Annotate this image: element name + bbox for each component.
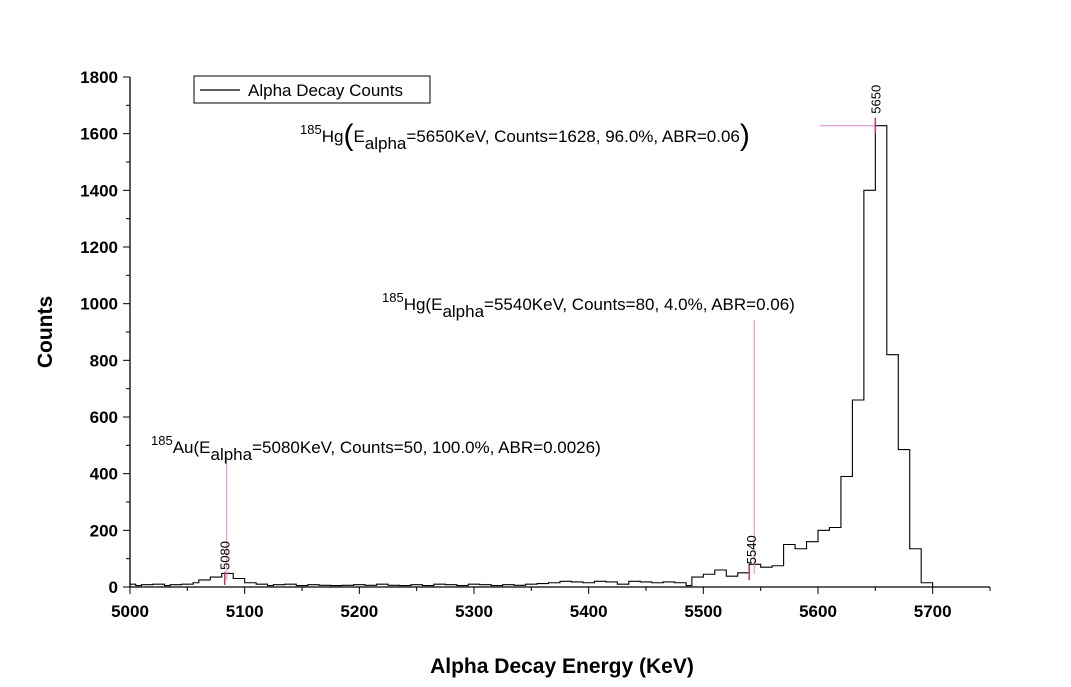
y-tick-label: 1000: [80, 295, 118, 314]
y-tick-label: 800: [90, 351, 118, 370]
legend: Alpha Decay Counts: [193, 75, 431, 104]
y-tick-label: 1200: [80, 238, 118, 257]
series-line: [130, 125, 939, 588]
legend-label: Alpha Decay Counts: [248, 81, 403, 100]
label-part: Au(E: [173, 438, 211, 457]
subscript: alpha: [211, 445, 253, 464]
y-tick-label: 200: [90, 521, 118, 540]
annotation-label: 185Hg(Ealpha=5540KeV, Counts=80, 4.0%, A…: [382, 290, 795, 321]
y-tick-label: 0: [109, 578, 118, 597]
big-paren: (: [343, 119, 353, 152]
peak-marker-label: 5080: [218, 541, 233, 570]
y-tick-label: 1600: [80, 125, 118, 144]
label-part: =5650KeV, Counts=1628, 96.0%, ABR=0.06: [406, 127, 740, 146]
y-tick-label: 1800: [80, 68, 118, 87]
axes: 5000 5100 5200 5300 5400 5500 5600 5700 0 200 400 6…: [80, 68, 991, 621]
mass-number: 185: [151, 433, 173, 448]
label-part: E: [353, 127, 364, 146]
y-tick-label: 400: [90, 465, 118, 484]
y-tick-label: 600: [90, 408, 118, 427]
x-tick-label: 5500: [684, 602, 722, 621]
big-paren: ): [740, 119, 750, 152]
y-tick-label: 1400: [80, 181, 118, 200]
label-part: =5540KeV, Counts=80, 4.0%, ABR=0.06): [484, 295, 795, 314]
mass-number: 185: [300, 122, 322, 137]
x-tick-label: 5600: [799, 602, 837, 621]
x-tick-label: 5300: [455, 602, 493, 621]
x-tick-label: 5200: [340, 602, 378, 621]
subscript: alpha: [442, 302, 484, 321]
label-part: Hg(E: [404, 295, 443, 314]
annotation-label: 185Hg(Ealpha=5650KeV, Counts=1628, 96.0%…: [300, 119, 750, 153]
x-tick-label: 5100: [226, 602, 264, 621]
x-tick-label: 5000: [111, 602, 149, 621]
peak-marker-label: 5650: [868, 85, 883, 114]
subscript: alpha: [365, 134, 407, 153]
annotation-label: 185Au(Ealpha=5080KeV, Counts=50, 100.0%,…: [151, 433, 601, 464]
x-tick-label: 5400: [570, 602, 608, 621]
x-tick-label: 5700: [914, 602, 952, 621]
label-part: Hg: [322, 127, 344, 146]
peak-marker-label: 5540: [744, 535, 759, 564]
mass-number: 185: [382, 290, 404, 305]
label-part: =5080KeV, Counts=50, 100.0%, ABR=0.0026): [252, 438, 601, 457]
series-layer: [130, 125, 939, 588]
y-axis-title: Counts: [34, 296, 57, 368]
x-axis-title: Alpha Decay Energy (KeV): [430, 655, 694, 678]
